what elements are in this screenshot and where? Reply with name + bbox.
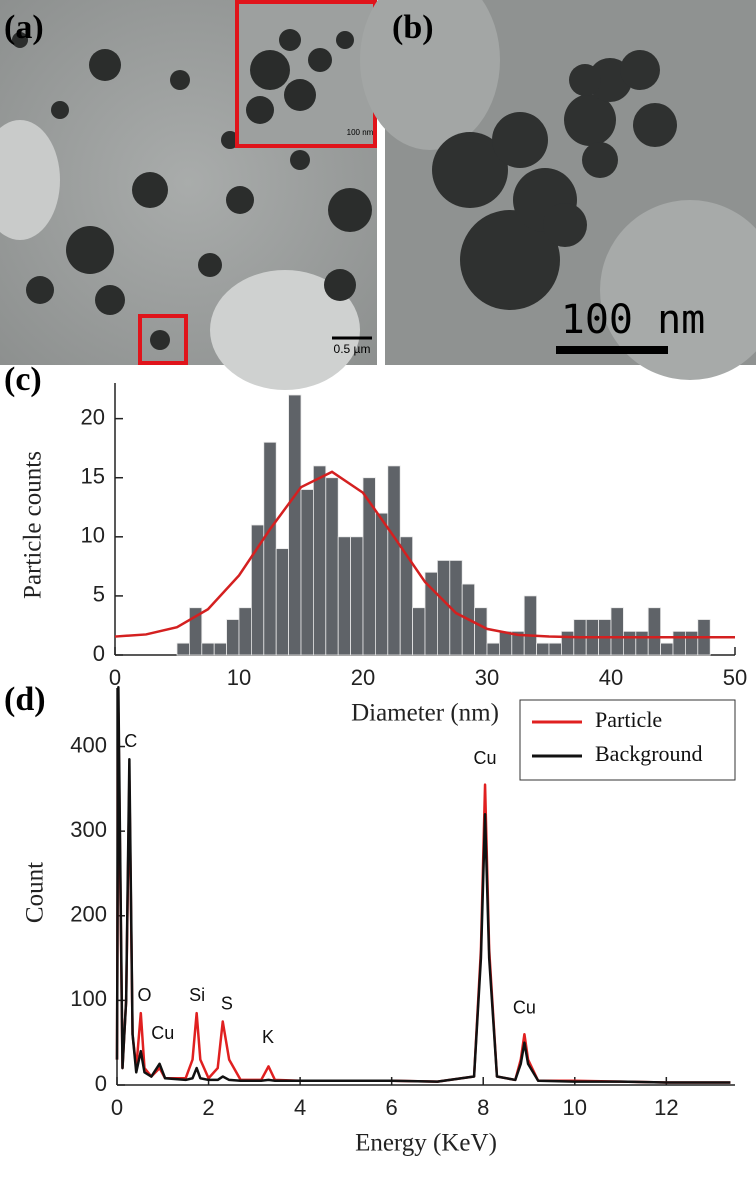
- bar: [685, 630, 699, 656]
- x-tick-label: 4: [294, 1095, 306, 1120]
- bar: [561, 630, 575, 656]
- x-tick-label: 8: [477, 1095, 489, 1120]
- x-tick-label: 12: [654, 1095, 678, 1120]
- tem-image-a: 0.5 µm 100 nm (a): [0, 0, 377, 390]
- x-axis-label: Diameter (nm): [351, 700, 499, 727]
- legend-label: Particle: [595, 707, 662, 732]
- bar: [387, 465, 401, 656]
- scale-bar-label: 0.5 µm: [334, 342, 371, 356]
- peak-label: Cu: [151, 1023, 174, 1043]
- y-tick-label: 300: [70, 817, 107, 842]
- bar: [201, 642, 215, 656]
- x-tick-label: 6: [386, 1095, 398, 1120]
- peak-label: S: [221, 993, 233, 1013]
- y-tick-label: 5: [93, 582, 105, 607]
- bar: [647, 607, 662, 656]
- peak-label: K: [262, 1027, 274, 1047]
- panel-label: (b): [392, 9, 434, 46]
- peak-label: O: [137, 985, 151, 1005]
- bar: [312, 465, 327, 656]
- x-tick-label: 2: [202, 1095, 214, 1120]
- x-tick-label: 0: [109, 665, 121, 690]
- bar: [213, 642, 227, 656]
- bar: [623, 630, 637, 656]
- bar: [474, 607, 488, 656]
- x-tick-label: 50: [723, 665, 747, 690]
- legend-label: Background: [595, 741, 703, 766]
- bar: [672, 630, 686, 656]
- legend-box: [519, 699, 736, 781]
- bar: [412, 607, 426, 656]
- bar: [275, 548, 290, 656]
- bar: [436, 560, 451, 656]
- x-tick-label: 30: [475, 665, 499, 690]
- bar: [374, 512, 389, 656]
- bar: [498, 630, 513, 656]
- bar: [300, 489, 314, 656]
- peak-label: Cu: [474, 748, 497, 768]
- bar: [288, 394, 302, 656]
- y-tick-label: 400: [70, 732, 107, 757]
- peak-label: C: [124, 731, 137, 751]
- scale-bar-label: 100 nm: [561, 297, 706, 343]
- y-axis-label: Particle counts: [20, 451, 47, 599]
- bar: [635, 630, 649, 656]
- y-tick-label: 0: [95, 1071, 107, 1096]
- x-tick-label: 10: [563, 1095, 587, 1120]
- x-tick-label: 20: [351, 665, 375, 690]
- x-tick-label: 40: [599, 665, 623, 690]
- x-tick-label: 10: [227, 665, 251, 690]
- bar: [325, 477, 339, 656]
- bar: [399, 536, 414, 656]
- bar: [523, 595, 538, 656]
- y-axis-label: Count: [22, 862, 49, 923]
- peak-label: Cu: [513, 998, 536, 1018]
- bar: [486, 642, 500, 656]
- bar: [250, 524, 265, 656]
- panel-label: (d): [4, 681, 46, 718]
- bar: [362, 477, 376, 656]
- bar: [176, 642, 190, 656]
- fit-curve: [114, 470, 735, 639]
- y-tick-label: 0: [93, 641, 105, 666]
- y-tick-label: 20: [81, 404, 105, 429]
- x-axis-label: Energy (KeV): [355, 1130, 497, 1157]
- peak-label: Si: [189, 985, 205, 1005]
- bar: [350, 536, 364, 656]
- bar: [263, 441, 277, 656]
- bar: [536, 642, 550, 656]
- bar: [238, 607, 252, 656]
- tem-image-b: 100 nm (b): [360, 0, 756, 380]
- panel-label: (a): [4, 9, 44, 46]
- x-tick-label: 0: [111, 1095, 123, 1120]
- series-line: [115, 686, 731, 1084]
- bar: [610, 607, 624, 656]
- bar: [226, 619, 240, 656]
- y-tick-label: 100: [70, 986, 107, 1011]
- y-tick-label: 200: [70, 902, 107, 927]
- inset-scale-bar-label: 100 nm: [347, 128, 374, 137]
- bar: [660, 642, 674, 656]
- panel-label: (c): [4, 361, 42, 398]
- y-tick-label: 10: [81, 523, 105, 548]
- bar: [548, 642, 562, 656]
- y-tick-label: 15: [81, 464, 105, 489]
- bar: [337, 536, 352, 656]
